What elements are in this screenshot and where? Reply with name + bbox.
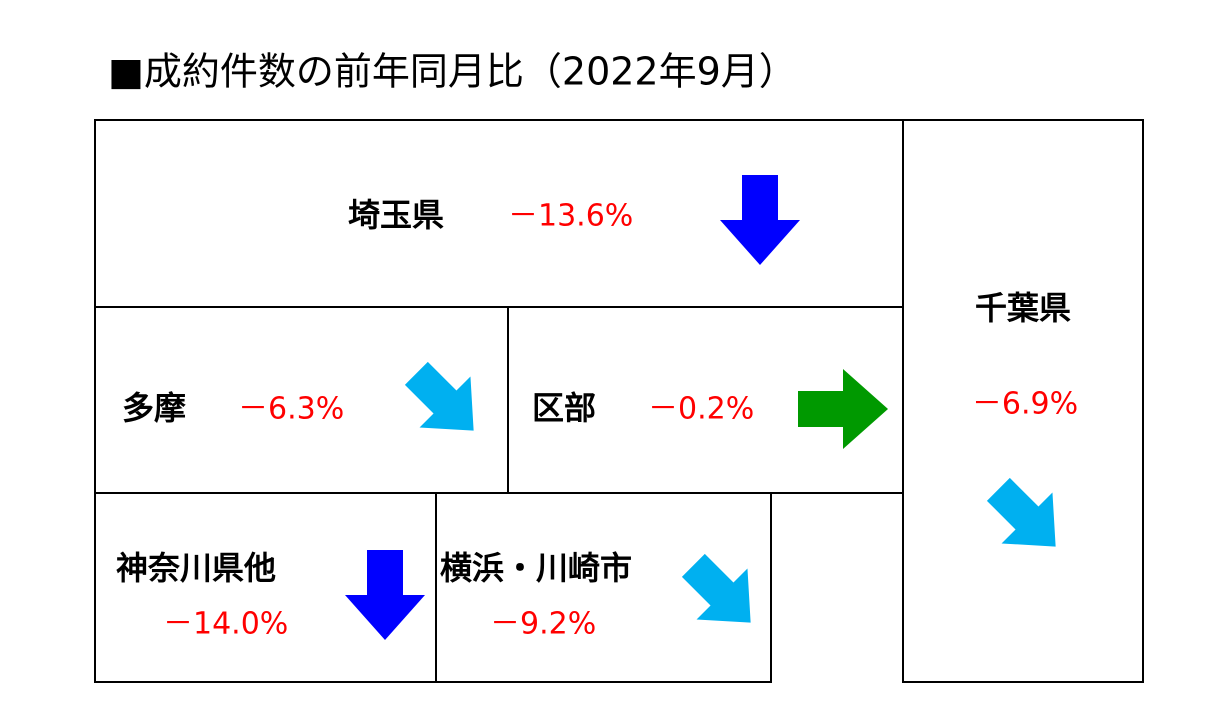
title: ■成約件数の前年同月比（2022年9月） xyxy=(108,50,797,94)
region-change: －9.2% xyxy=(490,607,596,642)
region-change: －6.3% xyxy=(238,392,344,427)
arrow xyxy=(667,539,777,649)
region-name: 千葉県 xyxy=(975,289,1071,327)
arrow xyxy=(390,347,500,457)
region-name: 神奈川県他 xyxy=(116,549,276,587)
region-box xyxy=(435,492,772,683)
arrow xyxy=(720,175,800,265)
arrow xyxy=(345,550,425,640)
region-change: －0.2% xyxy=(648,392,754,427)
region-name: 区部 xyxy=(532,389,596,427)
region-box xyxy=(902,119,1144,683)
region-name: 埼玉県 xyxy=(348,196,444,234)
region-name: 横浜・川崎市 xyxy=(440,549,632,587)
region-change: －6.9% xyxy=(972,387,1078,422)
region-name: 多摩 xyxy=(122,389,186,427)
region-change: －14.0% xyxy=(163,607,288,642)
arrow xyxy=(798,369,888,449)
region-box xyxy=(94,119,904,308)
region-change: －13.6% xyxy=(508,199,633,234)
arrow xyxy=(972,463,1082,573)
